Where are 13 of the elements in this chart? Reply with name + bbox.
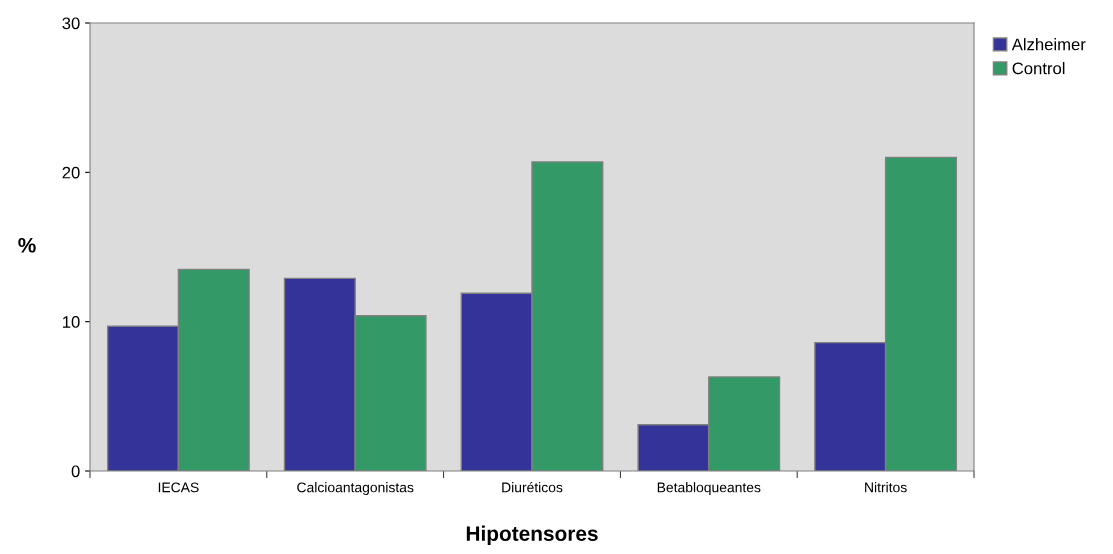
y-axis-title: % xyxy=(18,237,36,253)
legend-label: Control xyxy=(1012,62,1065,75)
y-tick-label: 0 xyxy=(71,465,80,478)
y-tick-label: 20 xyxy=(62,166,80,179)
x-tick-label: IECAS xyxy=(158,482,199,493)
legend-label: Alzheimer xyxy=(1011,38,1086,51)
x-tick-label: Calcioantagonistas xyxy=(297,482,414,496)
x-tick-label: Betabloqueantes xyxy=(657,482,761,496)
x-tick-label: Nitritos xyxy=(865,482,907,493)
x-tick-label: Diuréticos xyxy=(502,481,563,493)
y-tick-label: 30 xyxy=(62,17,80,30)
x-axis-title: Hipotensores xyxy=(466,525,598,546)
y-tick-label: 10 xyxy=(63,316,80,328)
